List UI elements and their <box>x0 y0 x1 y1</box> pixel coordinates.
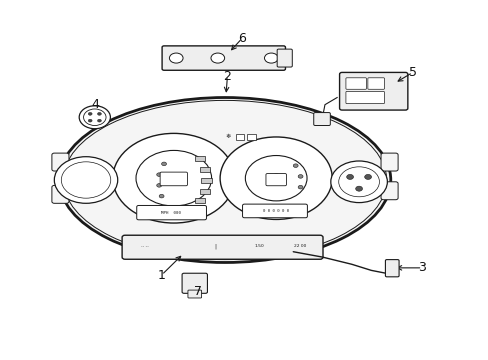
Text: MPH  000: MPH 000 <box>161 211 181 215</box>
Text: 6: 6 <box>238 32 245 45</box>
Circle shape <box>136 150 211 206</box>
FancyBboxPatch shape <box>187 290 201 298</box>
FancyBboxPatch shape <box>137 206 206 220</box>
FancyBboxPatch shape <box>52 153 69 171</box>
FancyBboxPatch shape <box>201 178 211 183</box>
Circle shape <box>79 106 110 129</box>
FancyBboxPatch shape <box>199 189 210 194</box>
Circle shape <box>167 174 180 183</box>
Circle shape <box>330 161 386 203</box>
FancyBboxPatch shape <box>52 185 69 203</box>
Text: |: | <box>214 243 216 249</box>
Text: 1: 1 <box>157 269 165 282</box>
FancyBboxPatch shape <box>194 156 205 161</box>
FancyBboxPatch shape <box>367 78 384 89</box>
FancyBboxPatch shape <box>380 153 397 171</box>
Circle shape <box>159 194 163 198</box>
FancyBboxPatch shape <box>162 46 285 70</box>
Circle shape <box>113 134 234 223</box>
Text: 1.50: 1.50 <box>254 244 264 248</box>
Text: 2: 2 <box>223 69 231 82</box>
Circle shape <box>61 162 110 198</box>
Circle shape <box>245 156 306 201</box>
Circle shape <box>88 119 92 122</box>
FancyBboxPatch shape <box>246 134 255 140</box>
Circle shape <box>220 137 331 220</box>
Circle shape <box>83 109 106 126</box>
FancyBboxPatch shape <box>194 198 205 203</box>
FancyBboxPatch shape <box>160 172 187 186</box>
Ellipse shape <box>59 98 390 262</box>
Text: 3: 3 <box>418 261 426 274</box>
Circle shape <box>97 119 101 122</box>
Circle shape <box>157 173 161 176</box>
Circle shape <box>338 167 379 197</box>
Circle shape <box>97 112 101 115</box>
Circle shape <box>355 186 362 191</box>
FancyBboxPatch shape <box>345 78 366 89</box>
Circle shape <box>346 174 353 179</box>
FancyBboxPatch shape <box>345 91 384 104</box>
Text: 22 00: 22 00 <box>294 244 306 248</box>
FancyBboxPatch shape <box>182 273 207 293</box>
FancyBboxPatch shape <box>122 235 323 259</box>
Circle shape <box>88 112 92 115</box>
Circle shape <box>270 174 281 182</box>
FancyBboxPatch shape <box>265 174 286 186</box>
FancyBboxPatch shape <box>235 134 244 140</box>
Circle shape <box>364 174 371 179</box>
Text: 0 0 0 0 0 0: 0 0 0 0 0 0 <box>263 209 289 213</box>
FancyBboxPatch shape <box>242 204 307 218</box>
Circle shape <box>54 157 118 203</box>
Circle shape <box>161 162 166 166</box>
Circle shape <box>293 164 298 167</box>
Text: 5: 5 <box>408 66 416 79</box>
FancyBboxPatch shape <box>313 113 330 126</box>
Text: 4: 4 <box>92 98 100 111</box>
FancyBboxPatch shape <box>380 182 397 200</box>
Circle shape <box>298 175 303 178</box>
Circle shape <box>298 185 303 189</box>
Ellipse shape <box>63 100 386 260</box>
FancyBboxPatch shape <box>339 72 407 110</box>
Text: -- --: -- -- <box>141 244 148 248</box>
Text: 7: 7 <box>194 285 202 298</box>
Circle shape <box>169 53 183 63</box>
Text: ❄: ❄ <box>225 135 230 139</box>
Circle shape <box>264 53 278 63</box>
FancyBboxPatch shape <box>277 49 292 67</box>
Circle shape <box>157 184 161 187</box>
Circle shape <box>210 53 224 63</box>
FancyBboxPatch shape <box>385 260 398 277</box>
FancyBboxPatch shape <box>199 167 210 172</box>
